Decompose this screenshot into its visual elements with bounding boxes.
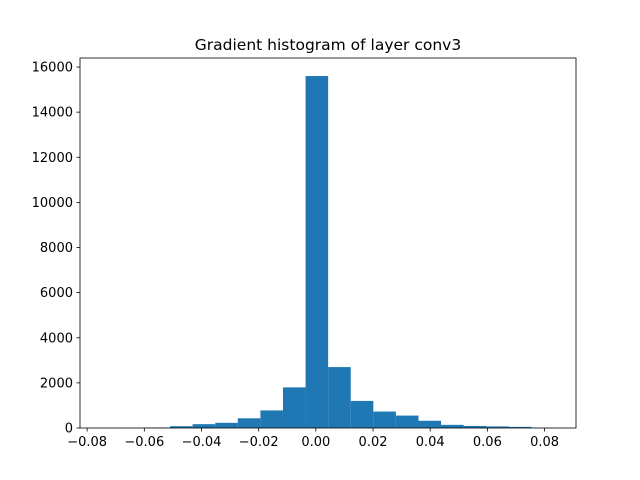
histogram-bar — [486, 426, 509, 428]
y-tick-label: 2000 — [40, 376, 73, 391]
histogram-bar — [328, 367, 351, 428]
y-tick-label: 14000 — [32, 106, 73, 121]
histogram-bars — [102, 76, 554, 429]
y-tick-label: 12000 — [32, 151, 73, 166]
x-tick-label: −0.08 — [67, 435, 107, 450]
x-tick-label: 0.00 — [301, 435, 330, 450]
x-tick-label: −0.04 — [182, 435, 222, 450]
histogram-bar — [305, 76, 329, 429]
histogram-bar — [237, 418, 261, 428]
x-tick-label: 0.02 — [359, 435, 388, 450]
histogram-bar — [260, 410, 283, 428]
y-tick-label: 4000 — [40, 331, 73, 346]
histogram-bar — [441, 424, 464, 428]
x-tick-label: 0.04 — [416, 435, 445, 450]
x-tick-label: −0.06 — [124, 435, 164, 450]
y-axis-ticks: 0 2000 4000 6000 8000 10000 12000 14000 16000 — [32, 61, 80, 437]
x-tick-label: −0.02 — [239, 435, 279, 450]
histogram-bar — [192, 424, 216, 428]
x-tick-label: 0.06 — [473, 435, 502, 450]
y-tick-label: 0 — [65, 422, 73, 437]
y-tick-label: 10000 — [32, 196, 73, 211]
histogram-bar — [395, 415, 419, 428]
y-tick-label: 8000 — [40, 241, 73, 256]
histogram-bar — [418, 420, 442, 428]
histogram-bar — [350, 400, 374, 428]
x-tick-label: 0.08 — [530, 435, 559, 450]
x-axis-ticks: −0.08 −0.06 −0.04 −0.02 0.00 0.02 0.04 0.06 0.08 — [67, 428, 559, 450]
y-tick-label: 6000 — [40, 286, 73, 301]
histogram-bar — [373, 411, 396, 428]
histogram-bar — [508, 426, 532, 428]
histogram-bar — [170, 426, 193, 428]
histogram-bar — [282, 387, 306, 428]
chart-title: Gradient histogram of layer conv3 — [195, 36, 461, 54]
histogram-bar — [215, 422, 238, 428]
histogram-bar — [463, 425, 487, 428]
plot-frame — [79, 57, 577, 429]
y-tick-label: 16000 — [32, 61, 73, 76]
